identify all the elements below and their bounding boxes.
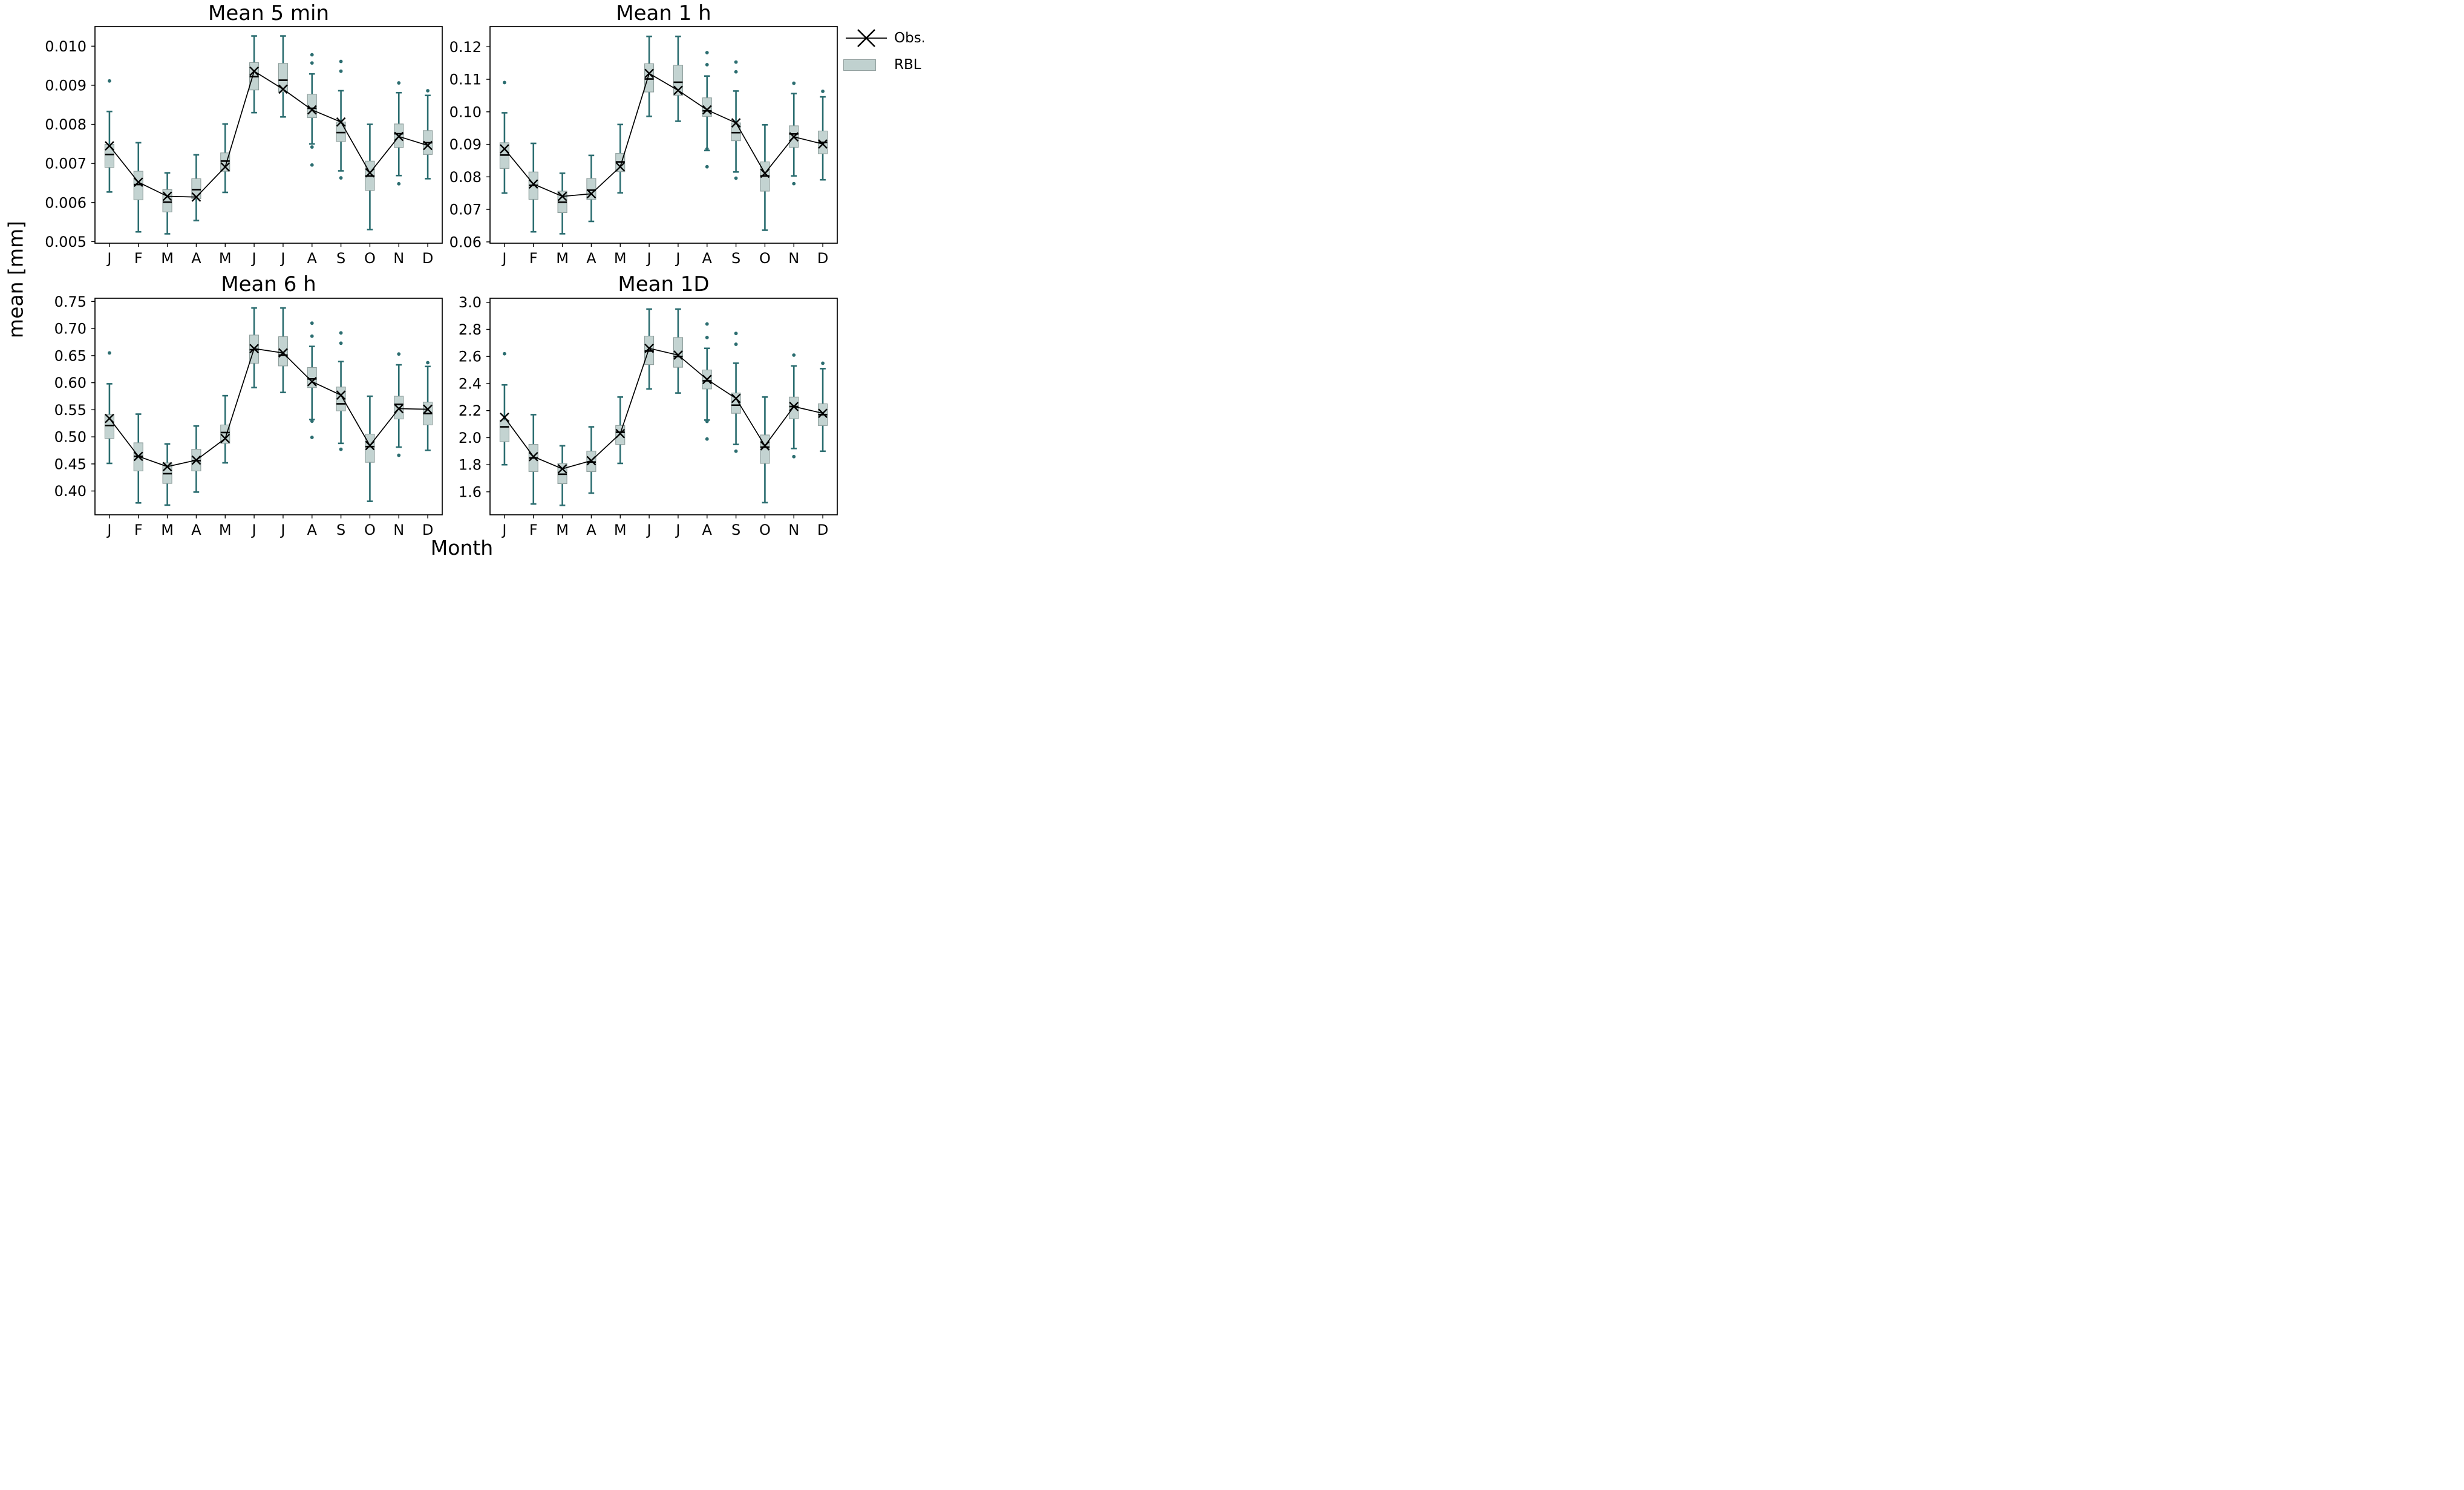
svg-text:F: F [529, 250, 538, 267]
svg-text:D: D [422, 250, 433, 267]
svg-text:F: F [134, 521, 143, 538]
svg-text:0.60: 0.60 [54, 374, 87, 391]
svg-text:D: D [817, 250, 828, 267]
svg-text:A: A [702, 250, 713, 267]
svg-text:0.11: 0.11 [449, 71, 482, 88]
svg-text:0.65: 0.65 [54, 347, 87, 364]
svg-text:0.50: 0.50 [54, 429, 87, 446]
svg-text:J: J [675, 250, 680, 267]
svg-text:S: S [731, 250, 740, 267]
svg-text:S: S [336, 250, 345, 267]
svg-text:0.008: 0.008 [45, 116, 87, 133]
svg-text:0.45: 0.45 [54, 456, 87, 472]
svg-text:A: A [191, 250, 201, 267]
svg-text:0.005: 0.005 [45, 234, 87, 250]
svg-text:A: A [191, 521, 201, 538]
svg-text:F: F [529, 521, 538, 538]
svg-text:1.6: 1.6 [459, 483, 482, 500]
svg-text:3.0: 3.0 [459, 294, 482, 311]
svg-text:0.009: 0.009 [45, 77, 87, 94]
svg-text:S: S [731, 521, 740, 538]
svg-text:N: N [788, 250, 799, 267]
svg-text:J: J [251, 521, 257, 538]
svg-text:J: J [106, 250, 111, 267]
subplot-title-mean-1d: Mean 1D [618, 272, 710, 296]
svg-text:2.8: 2.8 [459, 321, 482, 338]
boxplot-mean-6h: 0.400.450.500.550.600.650.700.75J F M A M J J A… [54, 293, 443, 538]
subplot-title-mean-1h: Mean 1 h [616, 1, 711, 25]
svg-text:O: O [759, 521, 771, 538]
svg-text:J: J [646, 521, 652, 538]
subplot-title-mean-6h: Mean 6 h [221, 272, 316, 296]
svg-text:D: D [817, 521, 828, 538]
svg-text:0.07: 0.07 [449, 201, 482, 218]
svg-text:0.40: 0.40 [54, 483, 87, 500]
x-axis-label: Month [430, 536, 494, 559]
svg-text:J: J [251, 250, 257, 267]
rbl-box-icon [843, 59, 876, 71]
svg-text:M: M [161, 521, 174, 538]
svg-text:0.007: 0.007 [45, 155, 87, 172]
svg-text:0.12: 0.12 [449, 39, 482, 56]
svg-text:N: N [393, 250, 404, 267]
svg-text:A: A [586, 521, 596, 538]
boxplot-figure: mean [mm] Month Mean 5 min Mean 1 h Mean… [0, 0, 924, 559]
svg-text:1.8: 1.8 [459, 457, 482, 474]
y-axis-label: mean [mm] [4, 220, 28, 339]
svg-text:M: M [556, 521, 569, 538]
svg-text:2.0: 2.0 [459, 430, 482, 446]
svg-text:0.70: 0.70 [54, 321, 87, 338]
svg-text:M: M [556, 250, 569, 267]
svg-text:O: O [364, 250, 376, 267]
svg-text:2.4: 2.4 [459, 375, 482, 392]
svg-text:F: F [134, 250, 143, 267]
svg-text:J: J [501, 250, 506, 267]
svg-text:M: M [614, 521, 627, 538]
svg-text:0.55: 0.55 [54, 402, 87, 419]
svg-text:M: M [219, 250, 232, 267]
svg-text:O: O [759, 250, 771, 267]
obs-line-x-icon [846, 29, 887, 47]
svg-text:A: A [586, 250, 596, 267]
svg-text:N: N [788, 521, 799, 538]
svg-text:0.09: 0.09 [449, 136, 482, 153]
boxplot-mean-1h: 0.060.070.080.090.100.110.12J F M A M J J A S O N D [449, 26, 838, 267]
legend: Obs. RBL [843, 25, 924, 73]
svg-text:M: M [614, 250, 627, 267]
boxplot-mean-1d: 1.61.82.02.22.42.62.83.0J F M A M J J A S O N D [459, 294, 838, 538]
svg-text:M: M [161, 250, 174, 267]
svg-text:J: J [106, 521, 111, 538]
svg-text:J: J [279, 250, 285, 267]
svg-text:J: J [279, 521, 285, 538]
svg-text:0.10: 0.10 [449, 103, 482, 120]
svg-text:A: A [307, 250, 318, 267]
svg-text:A: A [702, 521, 713, 538]
svg-text:J: J [501, 521, 506, 538]
svg-text:0.006: 0.006 [45, 194, 87, 211]
svg-text:O: O [364, 521, 376, 538]
svg-text:S: S [336, 521, 345, 538]
svg-text:2.2: 2.2 [459, 402, 482, 419]
svg-text:J: J [646, 250, 652, 267]
svg-text:N: N [393, 521, 404, 538]
svg-text:2.6: 2.6 [459, 348, 482, 365]
subplot-title-mean-5min: Mean 5 min [208, 1, 329, 25]
svg-text:M: M [219, 521, 232, 538]
legend-item-obs: Obs. [843, 25, 924, 51]
svg-text:0.08: 0.08 [449, 169, 482, 186]
svg-text:J: J [675, 521, 680, 538]
legend-label-obs: Obs. [894, 30, 924, 46]
svg-text:0.75: 0.75 [54, 293, 87, 310]
svg-text:A: A [307, 521, 318, 538]
svg-text:D: D [422, 521, 433, 538]
legend-label-rbl: RBL [894, 57, 921, 73]
svg-text:0.010: 0.010 [45, 38, 87, 55]
svg-text:0.06: 0.06 [449, 234, 482, 250]
legend-item-rbl: RBL [843, 57, 924, 73]
